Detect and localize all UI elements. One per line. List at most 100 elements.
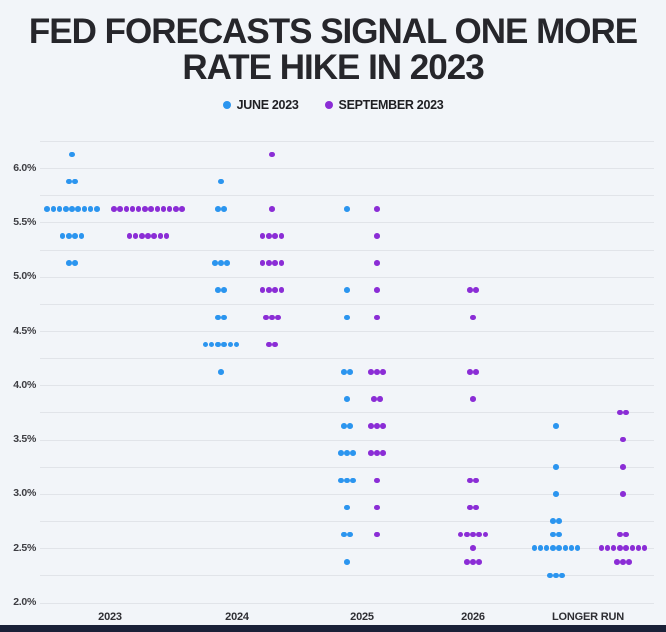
dot-september-2023 (139, 233, 145, 239)
dot-june-2023 (556, 545, 562, 551)
dot-june-2023 (212, 260, 218, 266)
gridline (40, 222, 654, 224)
y-axis-label: 6.0% (13, 161, 36, 174)
dot-september-2023 (266, 287, 272, 294)
dot-june-2023 (215, 287, 221, 294)
dot-june-2023 (72, 233, 78, 239)
dot-september-2023 (635, 545, 642, 551)
dot-june-2023 (72, 178, 78, 185)
dot-september-2023 (473, 368, 479, 375)
dot-september-2023 (278, 287, 285, 294)
dot-september-2023 (620, 463, 626, 470)
x-axis-label-2025: 2025 (350, 611, 374, 623)
dot-june-2023 (75, 206, 81, 212)
dot-june-2023 (224, 260, 230, 266)
dot-june-2023 (221, 314, 227, 321)
dot-september-2023 (617, 545, 623, 551)
dot-september-2023 (374, 314, 380, 321)
dot-september-2023 (467, 504, 473, 511)
dot-september-2023 (377, 396, 383, 402)
dot-september-2023 (135, 206, 142, 212)
dot-september-2023 (266, 260, 272, 266)
dot-june-2023 (94, 206, 100, 212)
gridline (40, 249, 654, 251)
chart-title-line2: RATE HIKE IN 2023 (182, 48, 484, 88)
dot-september-2023 (368, 450, 374, 456)
dot-june-2023 (344, 287, 350, 294)
dot-september-2023 (467, 477, 473, 484)
dot-september-2023 (126, 233, 133, 239)
dot-september-2023 (467, 287, 473, 294)
dot-september-2023 (166, 206, 173, 212)
dot-september-2023 (123, 206, 130, 212)
dot-june-2023 (553, 423, 559, 429)
dot-september-2023 (629, 545, 636, 551)
dot-june-2023 (344, 450, 350, 456)
dot-september-2023 (473, 504, 479, 511)
dot-september-2023 (269, 314, 275, 321)
dot-september-2023 (473, 287, 479, 294)
dot-june-2023 (66, 260, 72, 266)
dot-june-2023 (87, 206, 94, 212)
dot-june-2023 (553, 491, 559, 497)
dot-june-2023 (202, 341, 209, 348)
dot-september-2023 (374, 531, 380, 538)
legend-label-june-2023: JUNE 2023 (236, 97, 299, 112)
y-axis-label: 5.0% (13, 270, 36, 283)
dot-september-2023 (380, 368, 386, 375)
dot-september-2023 (259, 233, 266, 239)
dot-september-2023 (142, 206, 148, 212)
dot-june-2023 (347, 368, 353, 375)
dot-june-2023 (344, 477, 350, 484)
dot-september-2023 (641, 545, 648, 551)
dot-september-2023 (275, 314, 281, 321)
dot-september-2023 (179, 206, 185, 212)
legend-label-september-2023: SEPTEMBER 2023 (338, 97, 444, 112)
gridline (40, 548, 654, 550)
gridline (40, 385, 654, 387)
dot-september-2023 (272, 260, 278, 266)
dot-june-2023 (50, 206, 57, 212)
dot-june-2023 (550, 545, 556, 551)
dot-june-2023 (221, 287, 227, 294)
chart-title-line1: FED FORECASTS SIGNAL ONE MORE (28, 12, 638, 51)
dot-september-2023 (266, 233, 272, 239)
y-axis-label: 3.5% (13, 433, 36, 446)
dot-september-2023 (272, 287, 278, 294)
dot-june-2023 (218, 178, 224, 185)
dot-september-2023 (617, 409, 623, 416)
dot-september-2023 (623, 545, 629, 551)
dot-september-2023 (457, 531, 464, 538)
dot-september-2023 (278, 260, 285, 266)
dot-june-2023 (215, 341, 221, 348)
dot-september-2023 (470, 558, 476, 565)
dot-september-2023 (467, 368, 473, 375)
gridline (40, 466, 654, 468)
dot-september-2023 (173, 206, 179, 212)
dot-june-2023 (553, 463, 559, 470)
y-axis-label: 4.0% (13, 378, 36, 391)
dot-september-2023 (610, 545, 617, 551)
dot-september-2023 (374, 450, 380, 456)
dot-june-2023 (218, 260, 224, 266)
dot-september-2023 (111, 206, 117, 212)
dot-june-2023 (574, 545, 581, 551)
dot-june-2023 (550, 518, 556, 524)
dot-june-2023 (344, 504, 350, 511)
dot-june-2023 (347, 531, 353, 538)
dot-june-2023 (56, 206, 63, 212)
x-axis-label-2024: 2024 (225, 611, 249, 623)
dot-september-2023 (617, 531, 623, 538)
dot-june-2023 (531, 545, 538, 551)
legend-item-september-2023: SEPTEMBER 2023 (324, 97, 444, 112)
dot-september-2023 (464, 531, 470, 538)
dot-september-2023 (157, 233, 164, 239)
dot-september-2023 (464, 558, 470, 565)
dot-june-2023 (221, 341, 227, 348)
dot-september-2023 (374, 260, 380, 266)
dot-september-2023 (368, 423, 374, 429)
dot-june-2023 (221, 206, 227, 212)
dot-september-2023 (482, 531, 489, 538)
dot-june-2023 (559, 572, 565, 579)
